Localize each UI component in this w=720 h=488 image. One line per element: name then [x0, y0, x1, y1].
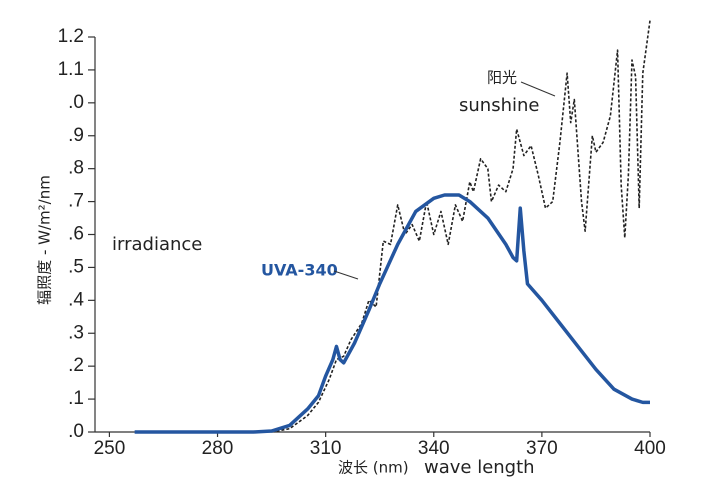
y-tick-label: .6 [68, 224, 84, 245]
leader-line [333, 270, 359, 280]
x-tick-label: 250 [94, 438, 126, 459]
y-tick-label: .8 [68, 158, 84, 179]
x-tick-label: 310 [310, 438, 342, 459]
x-axis-label-cn: 波长 (nm) [338, 459, 409, 477]
y-tick-label: .7 [68, 191, 84, 212]
y-tick-label: 1.1 [58, 59, 84, 80]
y-tick-label: .9 [68, 125, 84, 146]
y-tick-label: .4 [68, 289, 84, 310]
leader-line [520, 81, 556, 97]
y-tick-label: .0 [68, 421, 84, 442]
x-tick-label: 400 [634, 438, 666, 459]
y-tick-label: 1.2 [58, 26, 84, 47]
y-tick-label: .3 [68, 322, 84, 343]
y-tick-label: .1 [68, 388, 84, 409]
x-tick-label: 370 [526, 438, 558, 459]
y-tick-label: .5 [68, 256, 84, 277]
series-label: UVA-340 [261, 261, 338, 280]
annotation: irradiance [112, 234, 202, 255]
y-tick-label: .0 [68, 92, 84, 113]
x-tick-label: 340 [418, 438, 450, 459]
series-line [271, 20, 651, 433]
x-axis-label: wave length [424, 457, 535, 478]
y-axis-label: 辐照度 - W/m²/nm [36, 175, 54, 305]
x-tick-label: 280 [202, 438, 234, 459]
series-label: 阳光 [487, 69, 517, 87]
series-line [134, 193, 650, 434]
annotation: sunshine [459, 95, 539, 116]
y-tick-label: .2 [68, 355, 84, 376]
